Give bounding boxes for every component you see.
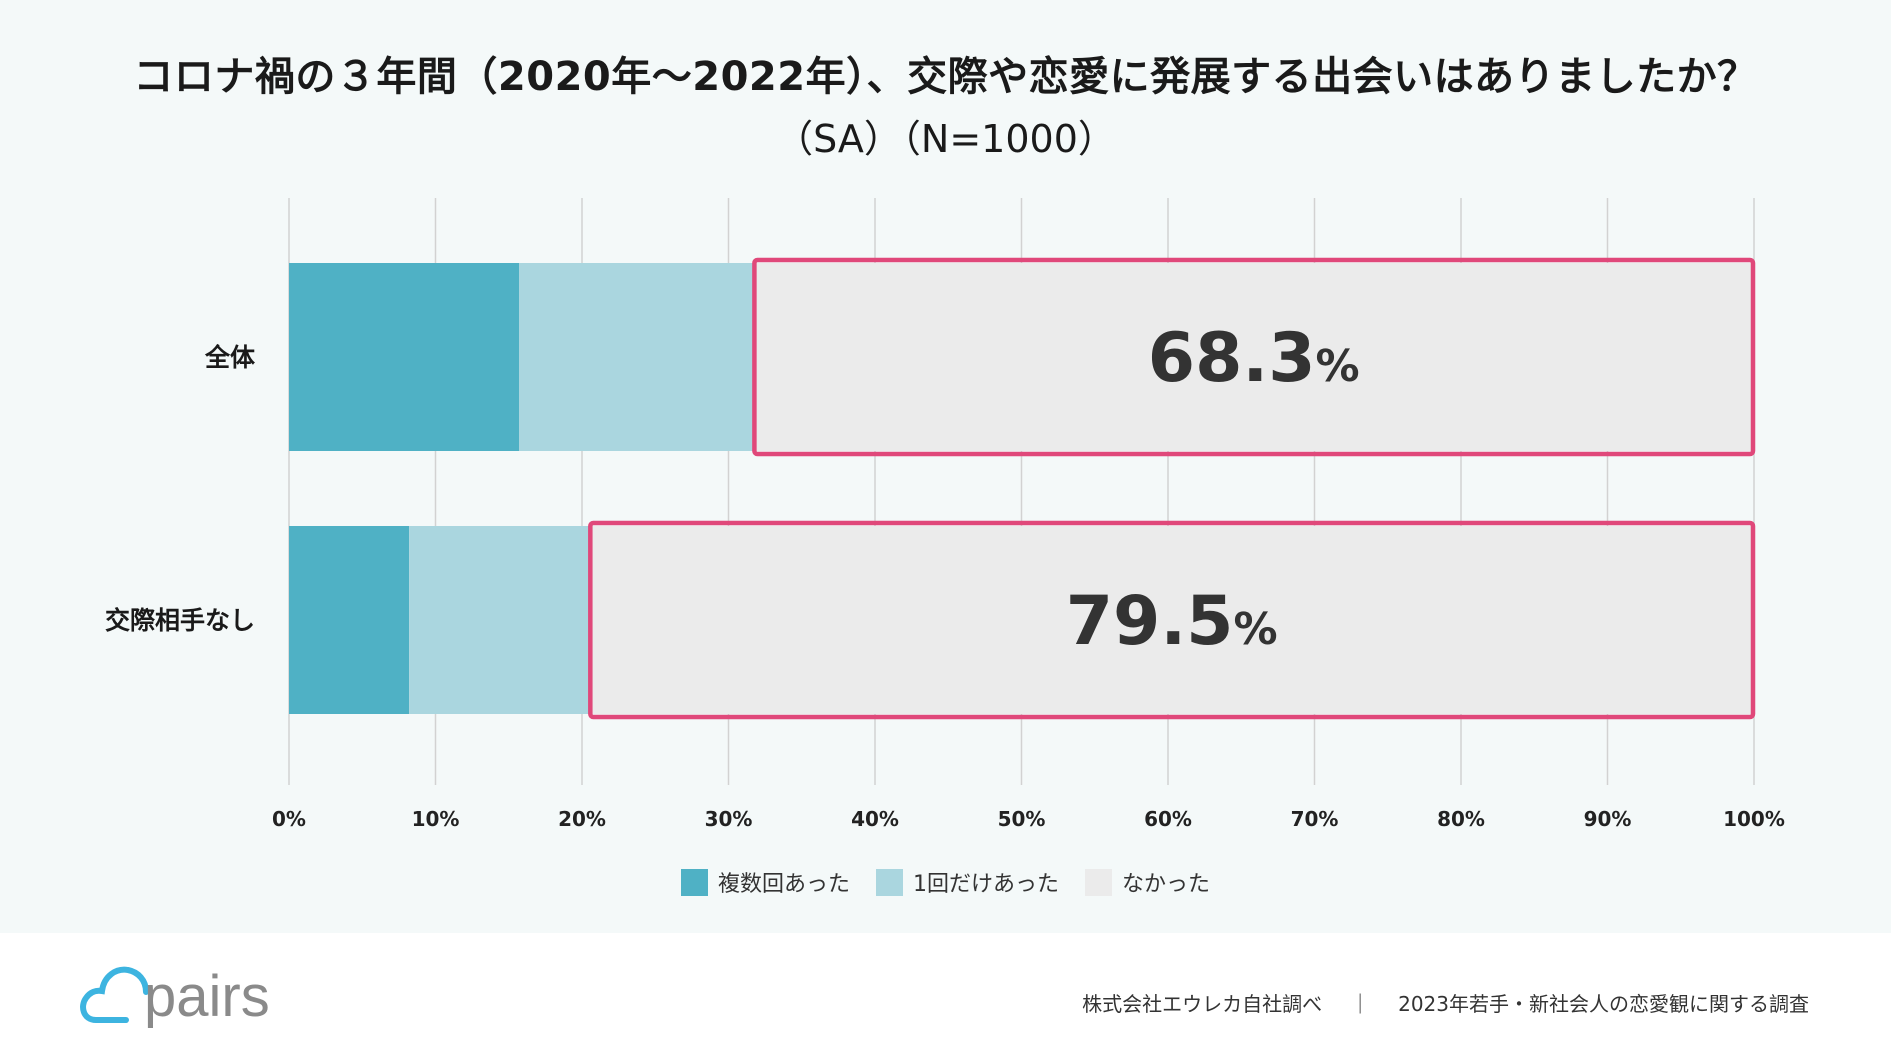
x-tick-label: 10% — [412, 807, 460, 831]
legend-label-once: 1回だけあった — [913, 872, 1059, 897]
x-tick-label: 50% — [998, 807, 1046, 831]
cloud-logo-icon — [80, 966, 149, 1023]
x-tick-label: 30% — [705, 807, 753, 831]
category-label: 交際相手なし — [105, 606, 255, 635]
bar-none-0 — [753, 263, 1754, 451]
pairs-logo: pairs — [80, 964, 270, 1029]
legend-item-multiple: 複数回あった — [680, 866, 850, 898]
legend-label-none: なかった — [1122, 872, 1211, 897]
x-tick-label: 20% — [558, 807, 606, 831]
survey-label: 2023年若手・新社会人の恋愛観に関する調査 — [1398, 992, 1809, 1016]
footer-separator: ｜ — [1350, 992, 1371, 1016]
legend-swatch-none — [1085, 868, 1112, 896]
bar-none-1 — [589, 526, 1755, 714]
chart-subtitle: （SA）（N=1000） — [775, 117, 1116, 161]
highlight-frame-0 — [752, 257, 1756, 457]
chart-title: コロナ禍の３年間（2020年～2022年）、交際や恋愛に発展する出会いはありまし… — [133, 54, 1758, 100]
highlight-frame-1 — [588, 520, 1756, 720]
source-label: 株式会社エウレカ自社調べ — [1082, 992, 1323, 1016]
bar-multiple-0 — [289, 263, 520, 451]
x-tick-label: 70% — [1291, 807, 1339, 831]
bar-once-0 — [519, 263, 754, 451]
x-tick-label: 90% — [1584, 807, 1632, 831]
footer-source: 株式会社エウレカ自社調べ ｜ 2023年若手・新社会人の恋愛観に関する調査 — [1082, 988, 1809, 1017]
x-tick-label: 0% — [272, 807, 306, 831]
bar-multiple-1 — [289, 526, 410, 714]
legend-swatch-once — [876, 868, 903, 896]
x-tick-label: 60% — [1144, 807, 1192, 831]
category-label: 全体 — [204, 343, 256, 372]
x-tick-label: 80% — [1437, 807, 1485, 831]
x-tick-label: 100% — [1723, 807, 1785, 831]
chart-legend: 複数回あった 1回だけあった なかった — [0, 866, 1891, 898]
logo-wordmark: pairs — [144, 964, 270, 1029]
data-label: 79.5% — [1066, 582, 1278, 661]
stacked-bar-chart: 0% 10% 20% 30% 40% 50% 60% 70% 80% 90% 100% 全体 68.3%… — [105, 198, 1785, 831]
legend-item-once: 1回だけあった — [876, 866, 1059, 898]
data-label: 68.3% — [1148, 319, 1360, 398]
bar-once-1 — [409, 526, 590, 714]
legend-label-multiple: 複数回あった — [717, 872, 850, 897]
legend-swatch-multiple — [680, 868, 708, 896]
x-tick-label: 40% — [851, 807, 899, 831]
chart-panel — [0, 0, 1891, 933]
legend-item-none: なかった — [1085, 866, 1210, 898]
